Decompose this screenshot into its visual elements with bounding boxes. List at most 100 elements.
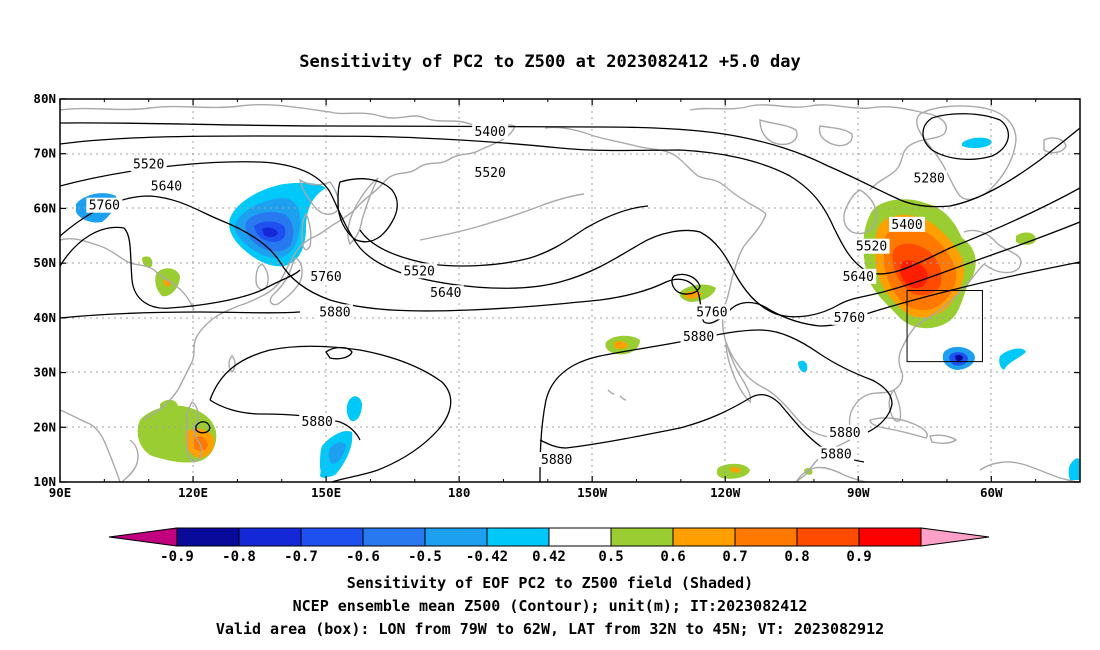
contour-5880-loop2 xyxy=(195,421,211,434)
shade-mexico-core xyxy=(730,467,741,473)
colorbar-label: -0.9 xyxy=(160,549,194,565)
colorbar-label: -0.6 xyxy=(346,549,380,565)
shade-gulf xyxy=(1068,458,1080,480)
coast-hudson xyxy=(843,189,877,235)
colorbar-boxes xyxy=(176,527,922,547)
caption-line-1: Sensitivity of EOF PC2 to Z500 field (Sh… xyxy=(347,574,753,592)
caption-line-3: Valid area (box): LON from 79W to 62W, L… xyxy=(216,620,884,638)
colorbar-box xyxy=(548,527,612,547)
contour-label: 5880 xyxy=(829,426,860,441)
lat-tick-label: 20N xyxy=(33,419,56,434)
contour-label-bg xyxy=(472,164,509,180)
coast-gulf xyxy=(795,439,851,482)
coast-alaska xyxy=(544,126,767,215)
contour-label-bg xyxy=(826,424,863,440)
colorbar-label: 0.8 xyxy=(784,549,809,565)
colorbar-labels: -0.9 -0.8 -0.7 -0.6 -0.5 -0.42 0.42 0.5 0.6 0.7 0.… xyxy=(160,549,872,565)
coast-hawaii xyxy=(607,389,627,401)
contour-label-bg xyxy=(86,197,123,213)
lat-tick-label: 60N xyxy=(33,200,56,215)
lon-tick-label: 150E xyxy=(311,485,341,500)
caption-line-2: NCEP ensemble mean Z500 (Contour); unit(… xyxy=(293,597,808,615)
contour-label-bg xyxy=(853,238,890,254)
lat-tick-label: 70N xyxy=(33,146,56,161)
coast-na-east xyxy=(848,263,985,441)
lon-tick-label: 90E xyxy=(49,485,72,500)
contour-label: 5400 xyxy=(891,218,922,233)
coast-labrador xyxy=(963,229,1022,274)
shade-tropic-blue-1b xyxy=(328,442,346,464)
shade-japan-sea-5 xyxy=(262,227,278,238)
caption: Sensitivity of EOF PC2 to Z500 field (Sh… xyxy=(216,574,884,638)
shade-atl-neg5 xyxy=(798,360,808,373)
lon-tick-label: 120W xyxy=(710,485,741,500)
lat-tick-label: 30N xyxy=(33,365,56,380)
lon-tick-label: 150W xyxy=(577,485,608,500)
shade-tropic-blue-2 xyxy=(346,396,362,422)
contour-5280 xyxy=(922,113,1010,161)
contour-5880-east xyxy=(539,329,893,482)
coast-canada-north xyxy=(689,104,948,191)
shade-bc-orange xyxy=(684,291,702,299)
shade-phil-2 xyxy=(160,399,178,411)
coast-korea xyxy=(255,263,269,291)
lon-tick-label: 120E xyxy=(178,485,208,500)
contour-5880-c xyxy=(565,393,865,463)
coast-sakhalin xyxy=(301,212,312,251)
contour-labels: 5400 5520 5520 5640 5760 5280 5400 5520 5520 5640… xyxy=(86,123,948,468)
contour-label: 5880 xyxy=(541,453,572,468)
colorbar-box xyxy=(796,527,860,547)
contour-5880-west xyxy=(209,345,452,482)
shade-china-2 xyxy=(142,256,153,268)
colorbar-box xyxy=(486,527,550,547)
contour-label-bg xyxy=(889,216,926,232)
coast-china-inner xyxy=(60,237,195,311)
coast-south-america xyxy=(979,461,1080,482)
colorbar-box xyxy=(424,527,488,547)
contour-label-bg xyxy=(308,268,345,284)
sensitivity-shading xyxy=(76,137,1080,480)
shade-labrador xyxy=(1016,232,1036,245)
map-frame xyxy=(59,98,1081,483)
figure-title: Sensitivity of PC2 to Z500 at 2023082412… xyxy=(299,52,801,72)
lat-tick-label: 50N xyxy=(33,255,56,270)
contour-label: 5520 xyxy=(404,264,435,279)
map-panel: 5400 5520 5520 5640 5760 5280 5400 5520 5520 5640… xyxy=(33,91,1081,500)
coast-asia-arctic xyxy=(60,104,516,127)
contour-5520-b xyxy=(359,205,649,267)
coast-kamchatka xyxy=(347,177,379,246)
coast-canada-islands xyxy=(759,119,853,147)
contour-label-bg xyxy=(299,413,336,429)
contour-5520-low xyxy=(337,178,398,243)
contour-label: 5640 xyxy=(151,180,182,195)
contour-label: 5760 xyxy=(696,305,727,320)
colorbar-label: 0.42 xyxy=(532,549,566,565)
coast-philippines xyxy=(185,400,203,463)
valid-area-box xyxy=(906,290,983,363)
contour-label-bg xyxy=(538,452,575,468)
shade-atl-neg3 xyxy=(955,354,963,362)
coast-florida xyxy=(888,388,902,422)
coast-se-asia xyxy=(121,439,139,482)
contour-label: 5280 xyxy=(914,171,945,186)
coast-baja xyxy=(725,341,752,404)
colorbar-low-tip xyxy=(108,527,178,547)
coast-hispaniola xyxy=(929,434,958,445)
latitude-axis: 80N 70N 60N 50N 40N 30N 20N 10N xyxy=(33,91,1080,489)
colorbar-label: 0.5 xyxy=(598,549,623,565)
colorbar-box xyxy=(362,527,426,547)
contour-label-bg xyxy=(472,123,509,139)
contour-label: 5880 xyxy=(302,415,333,430)
contour-label: 5640 xyxy=(843,270,874,285)
contour-label-bg xyxy=(148,178,185,194)
colorbar-box xyxy=(300,527,364,547)
contour-5760-north xyxy=(60,226,301,309)
contour-label-bg xyxy=(818,446,855,462)
contour-label-bg xyxy=(316,304,353,320)
colorbar-box xyxy=(238,527,302,547)
longitude-axis: 90E 120E 150E 180 150W 120W 90W 60W xyxy=(49,99,1037,500)
colorbar-box xyxy=(610,527,674,547)
contour-label: 5520 xyxy=(133,158,164,173)
contour-label-bg xyxy=(427,285,464,301)
